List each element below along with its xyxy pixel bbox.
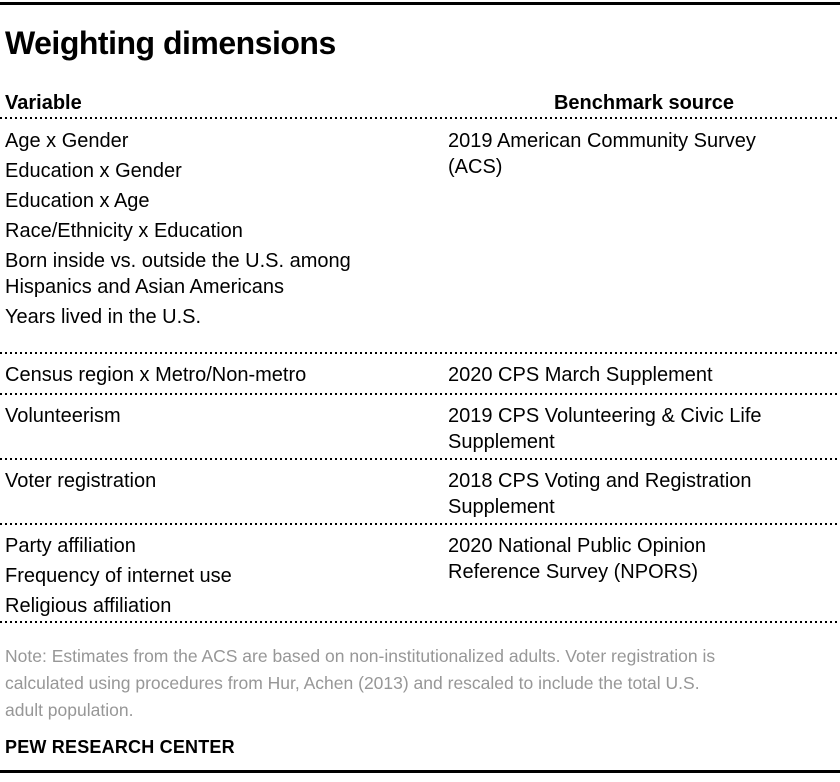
variable-item: Religious affiliation: [5, 595, 172, 617]
divider-header: [0, 117, 840, 119]
variable-item: Voter registration: [5, 470, 157, 492]
table-row: Census region x Metro/Non-metro 2020 CPS…: [0, 354, 840, 393]
table-row: Voter registration 2018 CPS Voting and R…: [0, 460, 840, 523]
variable-cell: Volunteerism: [5, 403, 448, 455]
page-title: Weighting dimensions: [5, 25, 336, 61]
divider-row: [0, 458, 840, 460]
table-row: Volunteerism 2019 CPS Volunteering & Civ…: [0, 395, 840, 458]
top-rule: [0, 2, 840, 5]
variable-item: Education x Age: [5, 190, 150, 212]
divider-row: [0, 393, 840, 395]
column-header-benchmark-source: Benchmark source: [553, 92, 735, 114]
variable-cell: Voter registration: [5, 468, 448, 520]
column-header-variable: Variable: [5, 92, 82, 114]
variable-cell: Census region x Metro/Non-metro: [5, 362, 448, 388]
footnote-line: adult population.: [5, 700, 134, 720]
variable-cell: Age x Gender Education x Gender Educatio…: [5, 128, 448, 330]
benchmark-source-cell: 2020 CPS March Supplement: [448, 364, 713, 386]
footnote: Note: Estimates from the ACS are based o…: [5, 643, 820, 724]
table-header-row: Variable Benchmark source: [0, 91, 840, 115]
divider-row: [0, 621, 840, 623]
footnote-line: Note: Estimates from the ACS are based o…: [5, 646, 716, 666]
variable-item: Frequency of internet use: [5, 565, 232, 587]
variable-cell: Party affiliation Frequency of internet …: [5, 533, 448, 619]
variable-item: Party affiliation: [5, 535, 136, 557]
variable-item: Years lived in the U.S.: [5, 306, 202, 328]
benchmark-source-cell: 2018 CPS Voting and Registration Supplem…: [448, 470, 752, 518]
bottom-rule: [0, 770, 840, 773]
divider-row: [0, 352, 840, 354]
benchmark-source-cell: 2019 CPS Volunteering & Civic Life Suppl…: [448, 405, 762, 453]
variable-item: Age x Gender: [5, 130, 129, 152]
variable-item: Race/Ethnicity x Education: [5, 220, 243, 242]
table-row: Age x Gender Education x Gender Educatio…: [0, 119, 840, 352]
variable-item: Volunteerism: [5, 405, 121, 427]
table-row: Party affiliation Frequency of internet …: [0, 525, 840, 621]
benchmark-source-cell: 2020 National Public Opinion Reference S…: [448, 535, 706, 583]
variable-item: Education x Gender: [5, 160, 182, 182]
divider-row: [0, 523, 840, 525]
variable-item: Born inside vs. outside the U.S. among H…: [5, 250, 351, 298]
variable-item: Census region x Metro/Non-metro: [5, 364, 307, 386]
benchmark-source-cell: 2019 American Community Survey (ACS): [448, 130, 756, 178]
footnote-line: calculated using procedures from Hur, Ac…: [5, 673, 700, 693]
pew-research-center-label: PEW RESEARCH CENTER: [5, 737, 235, 757]
